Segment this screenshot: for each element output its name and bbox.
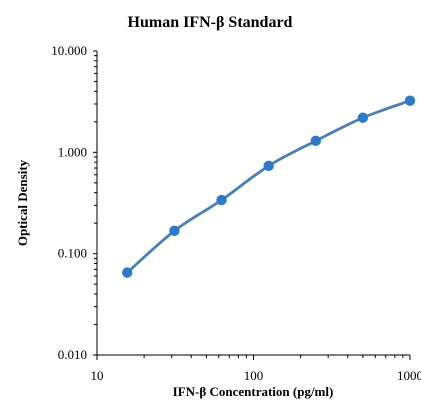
y-tick-label: 0.100 — [58, 246, 87, 261]
x-tick-label: 1000 — [397, 368, 421, 383]
chart-title: Human IFN-β Standard — [128, 14, 293, 31]
plot-area: 10.000 1.000 0.100 0.010 10 100 1000 — [51, 43, 421, 383]
x-tick-label: 10 — [91, 368, 104, 383]
series-line — [125, 99, 412, 275]
y-tick-label: 0.010 — [58, 347, 87, 362]
data-point — [263, 160, 274, 172]
x-axis-label: IFN-β Concentration (pg/ml) — [173, 384, 334, 399]
data-point — [310, 135, 321, 147]
y-axis-label: Optical Density — [15, 159, 30, 246]
data-point — [357, 112, 369, 123]
data-point — [169, 225, 180, 237]
data-point — [404, 95, 416, 106]
x-tick-label: 100 — [244, 368, 264, 383]
data-point — [216, 194, 227, 206]
y-tick-label: 10.000 — [51, 43, 87, 58]
y-tick-label: 1.000 — [58, 144, 87, 159]
data-point — [122, 267, 133, 278]
